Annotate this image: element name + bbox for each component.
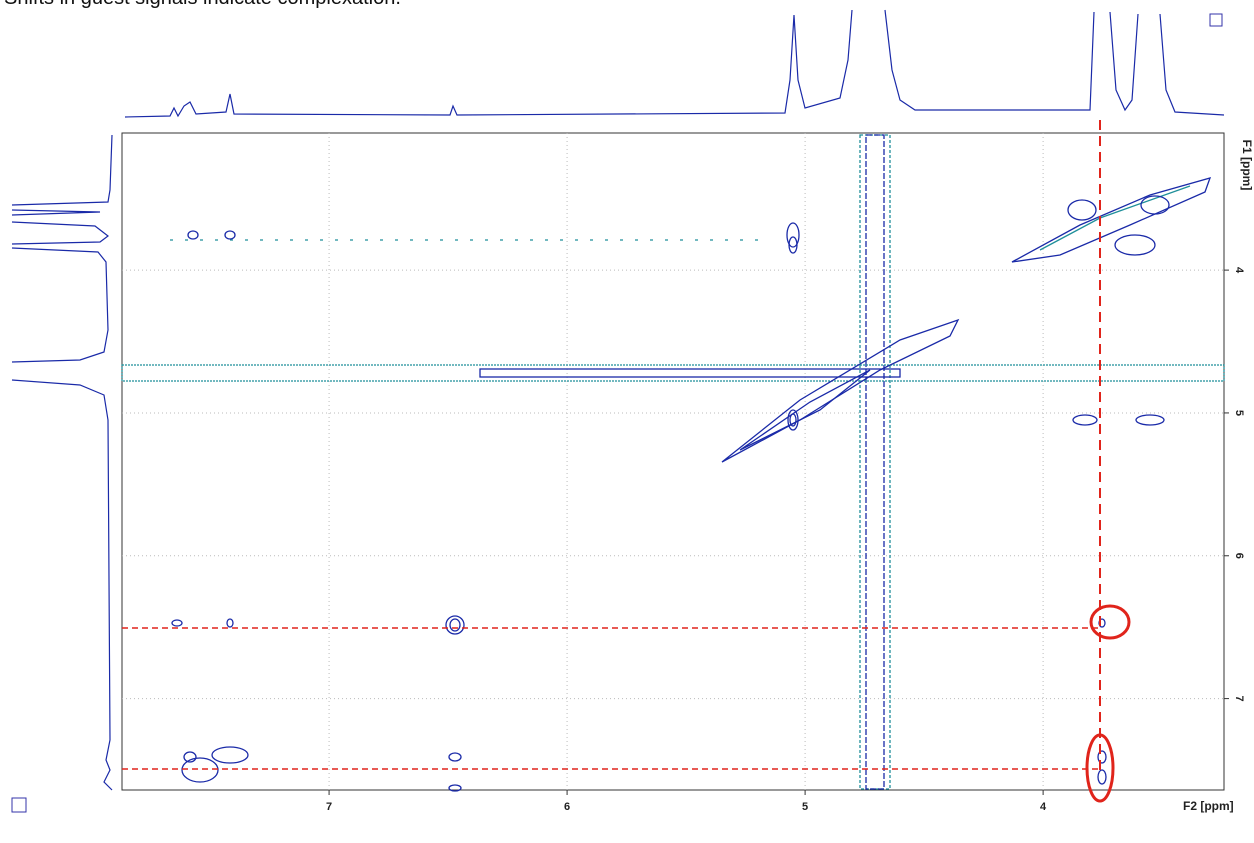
corner-box: [12, 798, 26, 812]
projection-f2: [125, 10, 1224, 117]
caption: Shifts in guest signals indicate complex…: [4, 0, 401, 9]
corner-box: [1210, 14, 1222, 26]
chart: Shifts in guest signals indicate complex…: [0, 0, 1254, 843]
projection-f1: [12, 135, 112, 790]
x-tick-label: 5: [802, 801, 808, 813]
y-tick-label: 5: [1233, 410, 1245, 416]
x-tick-label: 6: [564, 801, 570, 813]
x-axis-label: F2 [ppm]: [1183, 799, 1234, 813]
y-tick-label: 7: [1233, 696, 1245, 702]
annotation: [122, 120, 1129, 801]
x-tick-label: 4: [1040, 801, 1047, 813]
y-axis-label: F1 [ppm]: [1240, 140, 1254, 191]
y-tick-label: 6: [1233, 553, 1245, 559]
y-tick-label: 4: [1233, 267, 1245, 274]
contours: [122, 135, 1224, 791]
x-tick-label: 7: [326, 801, 332, 813]
plot-frame: [122, 133, 1224, 790]
